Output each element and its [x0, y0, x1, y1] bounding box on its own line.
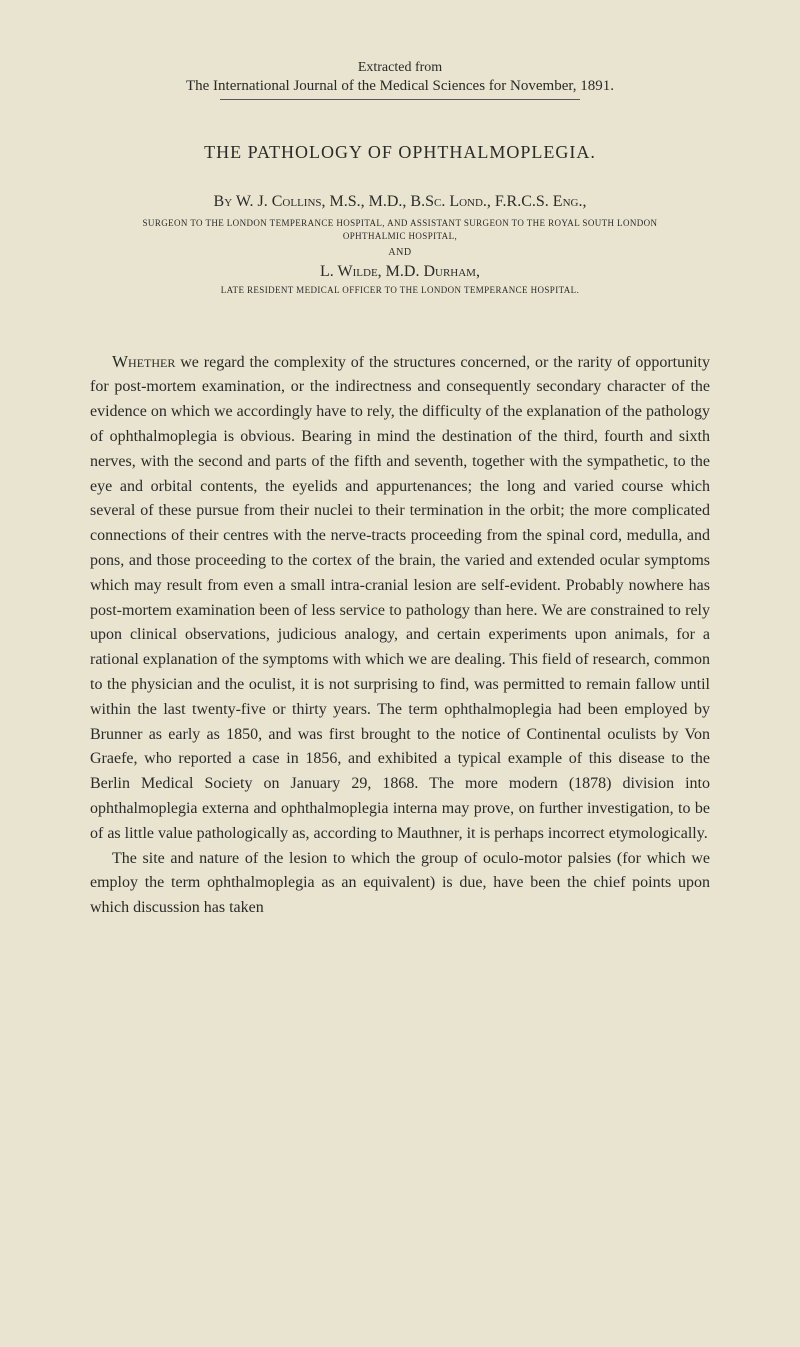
author-affiliation-line1: SURGEON TO THE LONDON TEMPERANCE HOSPITA…	[90, 217, 710, 230]
document-page: Extracted from The International Journal…	[0, 0, 800, 1347]
author-byline: By W. J. Collins, M.S., M.D., B.Sc. Lond…	[90, 193, 710, 211]
second-author: L. Wilde, M.D. Durham,	[90, 263, 710, 281]
article-body: Whether we regard the complexity of the …	[90, 349, 710, 921]
lead-word: Whether	[112, 352, 175, 371]
page-header: Extracted from The International Journal…	[90, 60, 710, 295]
body-paragraph-2: The site and nature of the lesion to whi…	[90, 847, 710, 921]
body-paragraph-1: Whether we regard the complexity of the …	[90, 349, 710, 847]
header-rule	[220, 99, 580, 100]
conjunction-and: AND	[90, 247, 710, 258]
journal-reference: The International Journal of the Medical…	[90, 78, 710, 95]
second-author-affiliation: LATE RESIDENT MEDICAL OFFICER TO THE LON…	[90, 285, 710, 295]
article-title: THE PATHOLOGY OF OPHTHALMOPLEGIA.	[90, 142, 710, 163]
author-affiliation-line2: OPHTHALMIC HOSPITAL,	[90, 231, 710, 241]
paragraph-1-text: we regard the complexity of the structur…	[90, 354, 710, 842]
extracted-label: Extracted from	[90, 60, 710, 76]
